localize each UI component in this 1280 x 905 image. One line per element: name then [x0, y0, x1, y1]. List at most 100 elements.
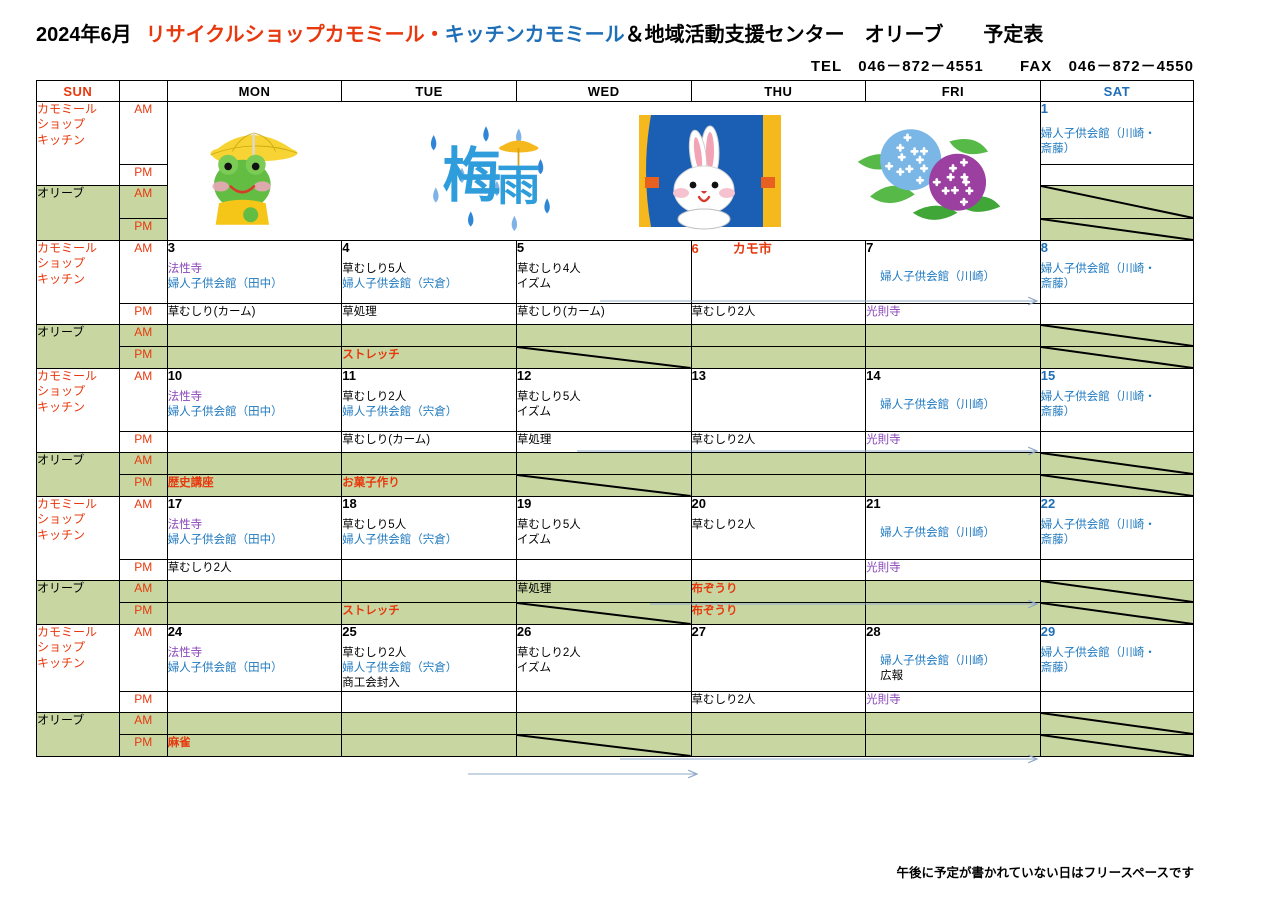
- day-cell-28-pm[interactable]: 光則寺: [865, 691, 1041, 714]
- day-cell-12[interactable]: 12 草むしり5人 イズム: [515, 368, 692, 432]
- day-cell-21-pm[interactable]: 光則寺: [865, 559, 1041, 581]
- day-cell-5-pm[interactable]: 草むしり(カーム): [515, 303, 692, 325]
- olive-cell-17-pm[interactable]: [166, 602, 343, 625]
- day-cell-21[interactable]: 21 婦人子供会館（川崎）: [865, 496, 1041, 560]
- olive-cell-7-am[interactable]: [865, 324, 1041, 347]
- day-cell-27[interactable]: 27: [690, 623, 867, 693]
- day-cell-19[interactable]: 19 草むしり5人 イズム: [515, 496, 692, 560]
- olive-cell-6-pm[interactable]: [690, 346, 867, 369]
- day-cell-12-pm[interactable]: 草処理: [515, 431, 692, 453]
- day-cell-7-pm[interactable]: 光則寺: [865, 303, 1041, 325]
- day-cell-1-pm[interactable]: [1039, 164, 1195, 186]
- olive-cell-5-pm[interactable]: [515, 346, 692, 369]
- olive-cell-29-am[interactable]: [1039, 712, 1195, 736]
- olive-cell-21-am[interactable]: [865, 580, 1041, 603]
- olive-cell-19-am[interactable]: 草処理: [515, 580, 692, 603]
- day-cell-17-pm[interactable]: 草むしり2人: [166, 559, 343, 581]
- day-cell-26-pm[interactable]: [515, 691, 692, 714]
- day-cell-18-pm[interactable]: [341, 559, 517, 581]
- olive-cell-12-am[interactable]: [515, 452, 692, 475]
- olive-cell-1-am[interactable]: [1039, 185, 1195, 219]
- day-cell-24[interactable]: 24 法性寺 婦人子供会館（田中）: [166, 623, 343, 693]
- olive-cell-15-pm[interactable]: [1039, 474, 1195, 497]
- day-cell-20[interactable]: 20 草むしり2人: [690, 496, 867, 560]
- day-cell-15-pm[interactable]: [1039, 431, 1195, 453]
- olive-cell-18-am[interactable]: [341, 580, 517, 603]
- olive-cell-1-pm[interactable]: [1039, 218, 1195, 241]
- day-cell-1[interactable]: 1 婦人子供会館（川崎・ 斎藤）: [1039, 101, 1195, 165]
- olive-cell-18-pm[interactable]: ストレッチ: [341, 602, 517, 625]
- olive-cell-11-pm[interactable]: お菓子作り: [341, 474, 517, 497]
- olive-cell-25-am[interactable]: [341, 712, 517, 736]
- day-cell-19-pm[interactable]: [515, 559, 692, 581]
- day-cell-25-pm[interactable]: [341, 691, 517, 714]
- day-cell-13-pm[interactable]: 草むしり2人: [690, 431, 867, 453]
- day-cell-8[interactable]: 8 婦人子供会館（川崎・ 斎藤）: [1039, 240, 1195, 304]
- olive-cell-28-am[interactable]: [865, 712, 1041, 736]
- olive-cell-10-am[interactable]: [166, 452, 343, 475]
- day-cell-26[interactable]: 26 草むしり2人 イズム: [515, 623, 692, 693]
- day-cell-5[interactable]: 5 草むしり4人 イズム: [515, 240, 692, 304]
- olive-cell-10-pm[interactable]: 歴史講座: [166, 474, 343, 497]
- olive-cell-25-pm[interactable]: [341, 734, 517, 758]
- olive-cell-7-pm[interactable]: [865, 346, 1041, 369]
- day-cell-7[interactable]: 7 婦人子供会館（川崎）: [865, 240, 1041, 304]
- olive-cell-4-am[interactable]: [341, 324, 517, 347]
- olive-cell-26-pm[interactable]: [515, 734, 692, 758]
- olive-cell-8-pm[interactable]: [1039, 346, 1195, 369]
- olive-cell-28-pm[interactable]: [865, 734, 1041, 758]
- day-cell-3[interactable]: 3 法性寺 婦人子供会館（田中）: [166, 240, 343, 304]
- day-cell-29[interactable]: 29 婦人子供会館（川崎・ 斎藤）: [1039, 623, 1195, 693]
- day-cell-6-pm[interactable]: 草むしり2人: [690, 303, 867, 325]
- olive-cell-5-am[interactable]: [515, 324, 692, 347]
- olive-cell-20-am[interactable]: 布ぞうり: [690, 580, 867, 603]
- day-cell-14-pm[interactable]: 光則寺: [865, 431, 1041, 453]
- olive-cell-11-am[interactable]: [341, 452, 517, 475]
- day-cell-27-pm[interactable]: 草むしり2人: [690, 691, 867, 714]
- day-cell-3-pm[interactable]: 草むしり(カーム): [166, 303, 343, 325]
- olive-cell-14-am[interactable]: [865, 452, 1041, 475]
- day-cell-13[interactable]: 13: [690, 368, 867, 432]
- olive-cell-8-am[interactable]: [1039, 324, 1195, 347]
- olive-cell-19-pm[interactable]: [515, 602, 692, 625]
- day-cell-6[interactable]: 6 カモ市: [690, 240, 867, 304]
- day-cell-28[interactable]: 28 婦人子供会館（川崎） 広報: [865, 623, 1041, 693]
- olive-cell-24-pm[interactable]: 麻雀: [166, 734, 343, 758]
- day-cell-11[interactable]: 11 草むしり2人 婦人子供会館（宍倉）: [341, 368, 517, 432]
- olive-cell-6-am[interactable]: [690, 324, 867, 347]
- olive-cell-20-pm[interactable]: 布ぞうり: [690, 602, 867, 625]
- olive-cell-3-am[interactable]: [166, 324, 343, 347]
- olive-cell-13-pm[interactable]: [690, 474, 867, 497]
- day-cell-20-pm[interactable]: [690, 559, 867, 581]
- day-cell-18[interactable]: 18 草むしり5人 婦人子供会館（宍倉）: [341, 496, 517, 560]
- olive-cell-27-pm[interactable]: [690, 734, 867, 758]
- olive-cell-27-am[interactable]: [690, 712, 867, 736]
- day-cell-22-pm[interactable]: [1039, 559, 1195, 581]
- olive-cell-24-am[interactable]: [166, 712, 343, 736]
- day-cell-14[interactable]: 14 婦人子供会館（川崎）: [865, 368, 1041, 432]
- day-cell-17[interactable]: 17 法性寺 婦人子供会館（田中）: [166, 496, 343, 560]
- olive-cell-14-pm[interactable]: [865, 474, 1041, 497]
- day-cell-4[interactable]: 4 草むしり5人 婦人子供会館（宍倉）: [341, 240, 517, 304]
- olive-cell-4-pm[interactable]: ストレッチ: [341, 346, 517, 369]
- day-cell-4-pm[interactable]: 草処理: [341, 303, 517, 325]
- day-cell-10[interactable]: 10 法性寺 婦人子供会館（田中）: [166, 368, 343, 432]
- olive-cell-12-pm[interactable]: [515, 474, 692, 497]
- day-cell-24-pm[interactable]: [166, 691, 343, 714]
- olive-cell-22-pm[interactable]: [1039, 602, 1195, 625]
- day-cell-22[interactable]: 22 婦人子供会館（川崎・ 斎藤）: [1039, 496, 1195, 560]
- day-cell-11-pm[interactable]: 草むしり(カーム): [341, 431, 517, 453]
- olive-cell-22-am[interactable]: [1039, 580, 1195, 603]
- olive-cell-29-pm[interactable]: [1039, 734, 1195, 758]
- day-cell-15[interactable]: 15 婦人子供会館（川崎・ 斎藤）: [1039, 368, 1195, 432]
- olive-cell-13-am[interactable]: [690, 452, 867, 475]
- olive-cell-17-am[interactable]: [166, 580, 343, 603]
- day-cell-25[interactable]: 25 草むしり2人 婦人子供会館（宍倉） 商工会封入: [341, 623, 517, 693]
- olive-cell-15-am[interactable]: [1039, 452, 1195, 475]
- olive-cell-21-pm[interactable]: [865, 602, 1041, 625]
- day-cell-29-pm[interactable]: [1039, 691, 1195, 714]
- olive-cell-26-am[interactable]: [515, 712, 692, 736]
- day-cell-10-pm[interactable]: [166, 431, 343, 453]
- olive-cell-3-pm[interactable]: [166, 346, 343, 369]
- day-cell-8-pm[interactable]: [1039, 303, 1195, 325]
